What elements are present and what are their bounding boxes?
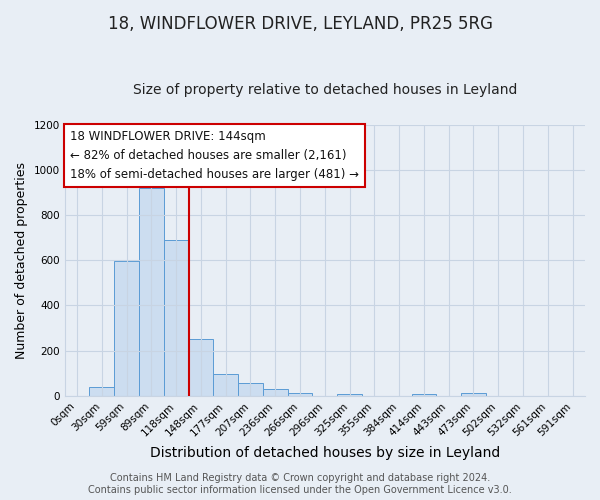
Text: 18, WINDFLOWER DRIVE, LEYLAND, PR25 5RG: 18, WINDFLOWER DRIVE, LEYLAND, PR25 5RG [107,15,493,33]
Bar [214,374,238,396]
Text: Contains HM Land Registry data © Crown copyright and database right 2024.
Contai: Contains HM Land Registry data © Crown c… [88,474,512,495]
Bar [188,340,214,396]
Text: 18 WINDFLOWER DRIVE: 144sqm
← 82% of detached houses are smaller (2,161)
18% of : 18 WINDFLOWER DRIVE: 144sqm ← 82% of det… [70,130,359,181]
Bar [238,383,263,396]
Bar [164,240,188,396]
X-axis label: Distribution of detached houses by size in Leyland: Distribution of detached houses by size … [150,446,500,460]
Y-axis label: Number of detached properties: Number of detached properties [15,162,28,359]
Bar [114,262,139,396]
Bar [139,188,164,396]
Bar [287,392,313,396]
Bar [412,394,436,396]
Bar [89,387,114,396]
Bar [337,394,362,396]
Title: Size of property relative to detached houses in Leyland: Size of property relative to detached ho… [133,83,517,97]
Bar [263,389,287,396]
Bar [461,393,486,396]
